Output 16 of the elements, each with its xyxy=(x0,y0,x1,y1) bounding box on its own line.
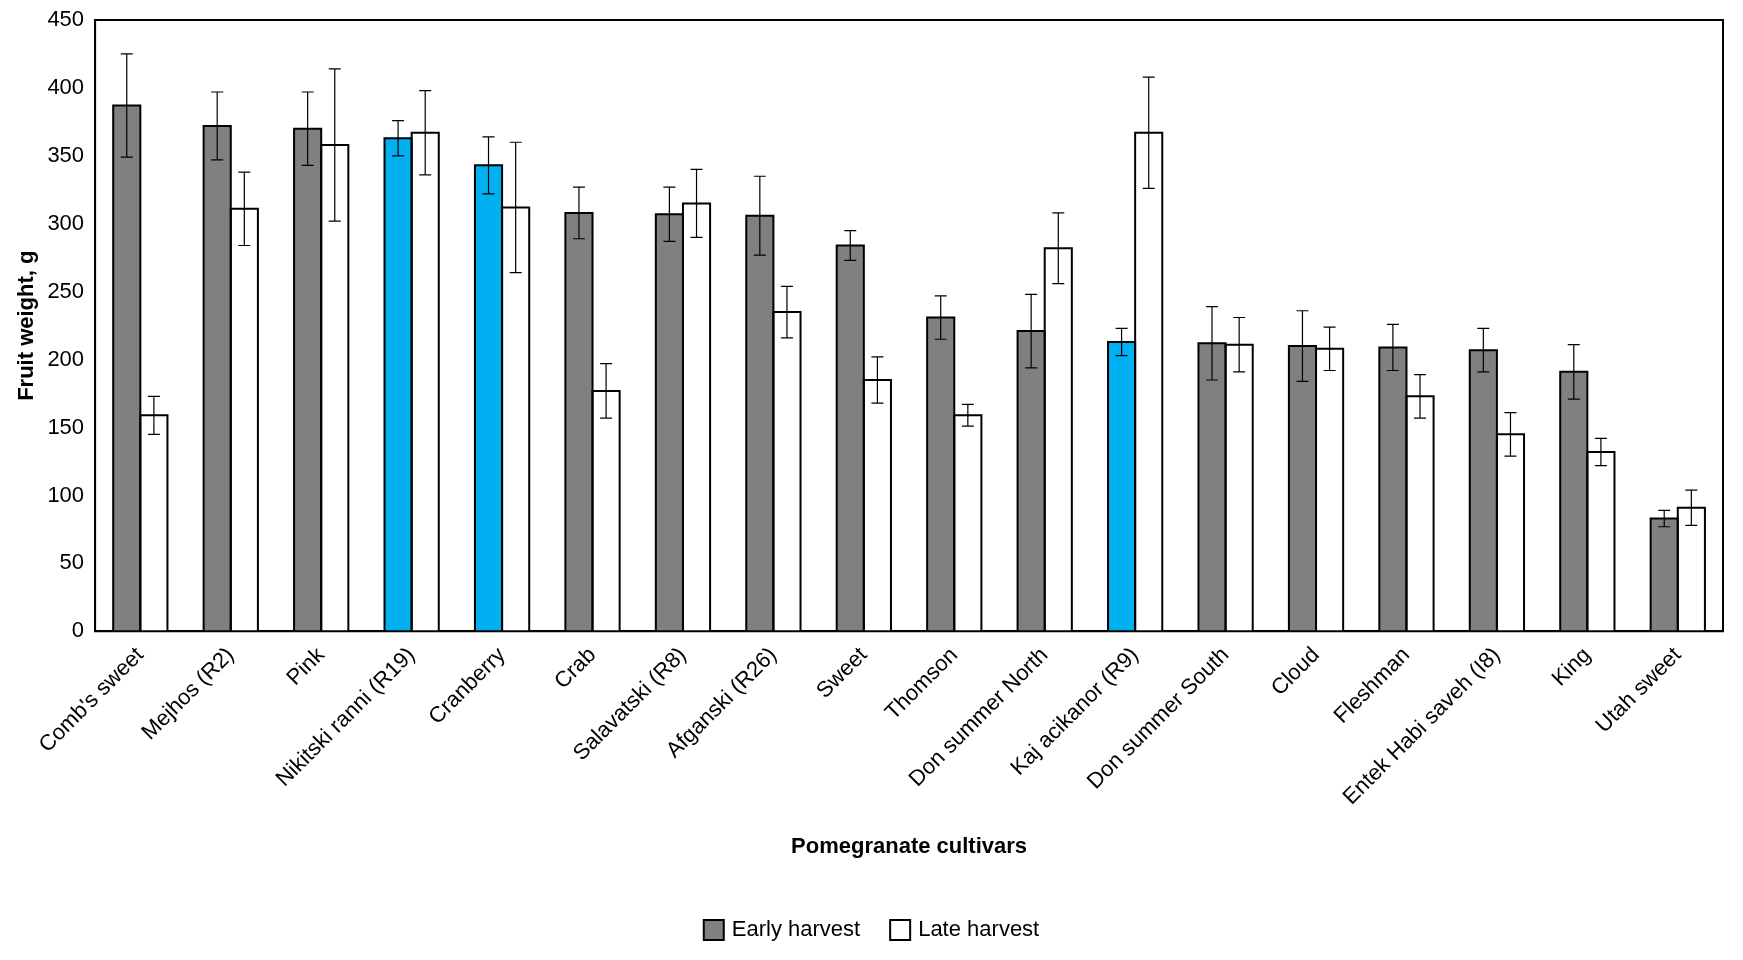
y-tick-label: 100 xyxy=(47,481,85,507)
y-tick-label: 350 xyxy=(47,141,85,167)
y-tick-label: 200 xyxy=(47,345,85,371)
y-tick-label: 150 xyxy=(47,413,85,439)
y-tick-label: 300 xyxy=(47,209,85,235)
y-tick-label: 450 xyxy=(47,6,85,32)
legend-label: Late harvest xyxy=(918,916,1040,942)
y-tick-label: 250 xyxy=(47,277,85,303)
x-tick-label: King xyxy=(1546,641,1596,691)
y-tick-label: 0 xyxy=(71,617,85,643)
x-axis-title: Pomegranate cultivars xyxy=(791,832,1028,858)
y-axis-title: Fruit weight, g xyxy=(13,250,39,401)
x-tick-label: Pink xyxy=(281,641,330,690)
legend-label: Early harvest xyxy=(731,916,861,942)
y-tick-label: 50 xyxy=(59,549,85,575)
y-tick-label: 400 xyxy=(47,73,85,99)
